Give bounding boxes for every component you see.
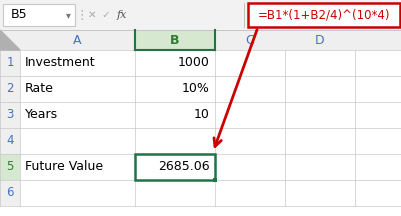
Text: D: D (314, 33, 324, 46)
Text: ▾: ▾ (65, 10, 70, 20)
Text: ✕: ✕ (87, 10, 96, 20)
Bar (0, 0, 401, 30)
Bar (0, 76, 20, 102)
Bar (0, 180, 20, 206)
FancyBboxPatch shape (3, 4, 75, 26)
Text: 10%: 10% (182, 83, 209, 95)
Bar (0, 154, 20, 180)
Text: fx: fx (117, 10, 127, 20)
Text: Future Value: Future Value (25, 160, 103, 173)
Text: Investment: Investment (25, 57, 95, 70)
Text: 2685.06: 2685.06 (158, 160, 209, 173)
Text: =B1*(1+B2/4)^(10*4): =B1*(1+B2/4)^(10*4) (257, 8, 389, 22)
Text: C: C (245, 33, 254, 46)
Bar (135, 30, 215, 50)
Bar (0, 50, 20, 76)
Text: 5: 5 (6, 160, 14, 173)
Polygon shape (0, 30, 20, 50)
Text: 1000: 1000 (178, 57, 209, 70)
Text: Years: Years (25, 108, 58, 121)
Text: 6: 6 (6, 186, 14, 200)
Bar (0, 128, 20, 154)
Text: 3: 3 (6, 108, 14, 121)
Bar (0, 30, 401, 50)
Text: 4: 4 (6, 135, 14, 148)
FancyBboxPatch shape (135, 154, 215, 180)
Text: A: A (73, 33, 81, 46)
Text: Rate: Rate (25, 83, 54, 95)
Text: ✓: ✓ (101, 10, 110, 20)
Bar (0, 102, 20, 128)
Text: 10: 10 (194, 108, 209, 121)
Text: B: B (170, 33, 179, 46)
Text: B5: B5 (11, 8, 28, 22)
Text: 1: 1 (6, 57, 14, 70)
Bar (213, 178, 217, 182)
Text: ⋮: ⋮ (75, 8, 88, 22)
Text: 2: 2 (6, 83, 14, 95)
FancyBboxPatch shape (247, 3, 399, 27)
Bar (0, 30, 401, 216)
